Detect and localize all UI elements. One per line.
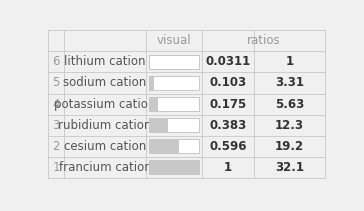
Bar [149, 76, 199, 90]
Text: lithium cation: lithium cation [64, 55, 146, 68]
Bar [149, 97, 158, 111]
Bar [149, 55, 199, 69]
Text: francium cation: francium cation [59, 161, 151, 174]
Bar [149, 118, 168, 132]
Text: 32.1: 32.1 [275, 161, 304, 174]
Bar [149, 55, 150, 69]
Bar [149, 139, 179, 153]
Text: 3: 3 [52, 119, 60, 132]
Bar [149, 76, 154, 90]
Text: 3.31: 3.31 [275, 77, 304, 89]
Text: ratios: ratios [246, 34, 280, 47]
Text: cesium cation: cesium cation [64, 140, 146, 153]
Bar [149, 118, 199, 132]
Text: 1: 1 [224, 161, 232, 174]
Bar [149, 161, 199, 174]
Text: 0.175: 0.175 [209, 98, 247, 111]
Text: 0.0311: 0.0311 [205, 55, 251, 68]
Text: 5.63: 5.63 [275, 98, 304, 111]
Text: 19.2: 19.2 [275, 140, 304, 153]
Text: 1: 1 [285, 55, 294, 68]
Text: visual: visual [157, 34, 191, 47]
Text: 2: 2 [52, 140, 60, 153]
Bar [149, 97, 199, 111]
Text: rubidium cation: rubidium cation [58, 119, 152, 132]
Text: potassium cation: potassium cation [54, 98, 156, 111]
Text: 12.3: 12.3 [275, 119, 304, 132]
Text: sodium cation: sodium cation [63, 77, 147, 89]
Text: 0.103: 0.103 [209, 77, 246, 89]
Text: 1: 1 [52, 161, 60, 174]
Text: 4: 4 [52, 98, 60, 111]
Text: 5: 5 [52, 77, 60, 89]
Text: 6: 6 [52, 55, 60, 68]
Bar [149, 161, 199, 174]
Bar [149, 139, 199, 153]
Text: 0.596: 0.596 [209, 140, 247, 153]
Text: 0.383: 0.383 [209, 119, 247, 132]
